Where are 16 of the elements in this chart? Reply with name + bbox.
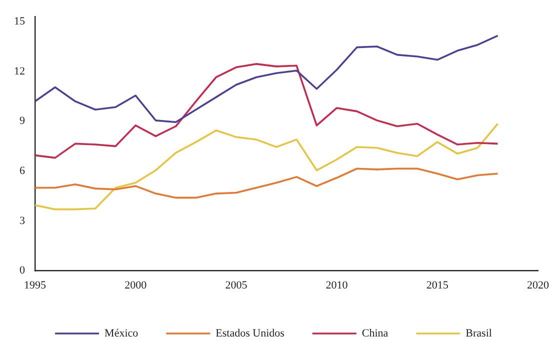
legend-label: Brasil: [466, 327, 492, 340]
x-tick-label: 2005: [225, 279, 248, 292]
x-tick-label: 2010: [326, 279, 348, 292]
y-tick-label: 12: [14, 65, 25, 78]
x-tick-label: 1995: [24, 279, 46, 292]
legend-label: México: [104, 327, 139, 340]
x-tick-label: 2000: [124, 279, 148, 292]
x-tick-label: 2020: [527, 279, 550, 292]
y-tick-label: 3: [20, 214, 26, 227]
y-tick-label: 6: [20, 165, 26, 178]
legend-label: Estados Unidos: [216, 327, 284, 340]
x-tick-label: 2015: [426, 279, 449, 292]
legend-label: China: [362, 327, 388, 340]
y-tick-label: 9: [20, 115, 26, 128]
y-tick-label: 0: [20, 264, 26, 277]
y-tick-label: 15: [14, 15, 26, 28]
